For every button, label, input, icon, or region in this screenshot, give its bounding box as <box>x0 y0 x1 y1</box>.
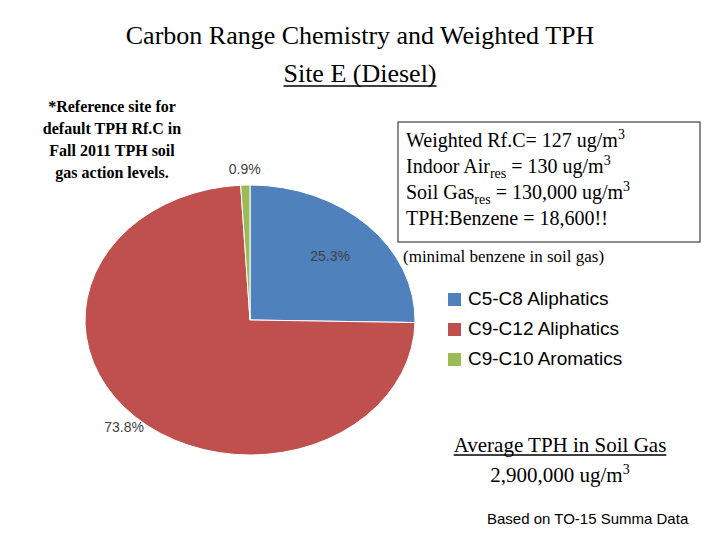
legend-swatch <box>448 353 461 366</box>
legend-label: C9-C12 Aliphatics <box>468 318 619 339</box>
pie-slice <box>250 185 415 323</box>
legend-swatch <box>448 293 461 306</box>
box-line-part: = 130 ug/m <box>506 155 604 178</box>
data-label: 25.3% <box>310 248 350 264</box>
legend-label: C9-C10 Aromatics <box>468 348 622 369</box>
box-line-part: Soil Gas <box>406 181 475 203</box>
box-line-part: Indoor Air <box>406 155 490 177</box>
subtitle: Site E (Diesel) <box>283 59 436 88</box>
chart-root: Carbon Range Chemistry and Weighted TPH S… <box>0 0 720 540</box>
note-line: *Reference site for <box>48 98 176 115</box>
pie-slice <box>85 185 415 455</box>
box-line: Weighted Rf.C= 127 ug/m3 <box>406 127 625 152</box>
box-line: Soil Gasres = 130,000 ug/m3 <box>406 179 630 207</box>
box-line-part: res <box>490 166 506 181</box>
box-line-part: = 130,000 ug/m <box>491 181 624 204</box>
average-line-part: 2,900,000 ug/m <box>490 463 622 487</box>
note-line: Fall 2011 TPH soil <box>49 142 175 159</box>
note-line: gas action levels. <box>55 164 168 182</box>
legend-label: C5-C8 Aliphatics <box>468 288 608 309</box>
box-line-part: TPH:Benzene = 18,600!! <box>406 207 608 229</box>
average-line-part: Average TPH in Soil Gas <box>454 433 667 457</box>
note-line: default TPH Rf.C in <box>43 120 181 137</box>
box-line: TPH:Benzene = 18,600!! <box>406 207 608 229</box>
average-underline <box>454 454 667 456</box>
average-line: Average TPH in Soil Gas <box>454 433 667 457</box>
box-line: Indoor Airres = 130 ug/m3 <box>406 153 611 181</box>
subtitle-underline <box>283 85 436 87</box>
box-line-part: 3 <box>618 127 625 142</box>
annotation-box <box>398 122 700 242</box>
pie-slice <box>241 185 250 320</box>
data-label: 0.9% <box>229 161 261 177</box>
average-line: 2,900,000 ug/m3 <box>490 462 629 487</box>
pie <box>85 185 415 455</box>
title: Carbon Range Chemistry and Weighted TPH <box>126 21 595 50</box>
box-line-part: Weighted Rf.C= 127 ug/m <box>406 129 618 152</box>
box-line-part: res <box>474 192 490 207</box>
chart-svg: Carbon Range Chemistry and Weighted TPH S… <box>0 0 720 540</box>
data-label: 73.8% <box>104 419 144 435</box>
average-line-part: 3 <box>623 462 630 477</box>
box-line-part: 3 <box>623 179 630 194</box>
legend-swatch <box>448 323 461 336</box>
source: Based on TO-15 Summa Data <box>487 510 689 527</box>
box-caption: (minimal benzene in soil gas) <box>403 247 604 266</box>
box-line-part: 3 <box>604 153 611 168</box>
